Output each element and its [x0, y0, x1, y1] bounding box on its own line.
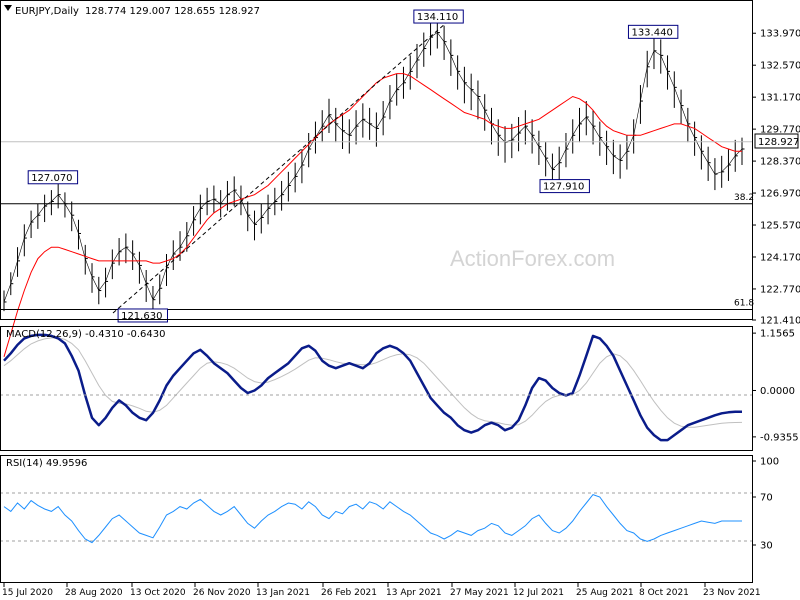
annotation-label: 127.070	[31, 173, 72, 184]
fib-level-label: 61.8	[734, 298, 754, 308]
price-axis: 133.970 132.570 131.170 129.770 128.370 126.9…	[752, 29, 800, 327]
x-tick-label: 28 Aug 2020	[65, 588, 123, 598]
annotation-box	[627, 24, 679, 39]
rsi-tick-label: 70	[760, 493, 773, 504]
macd-tick-label: -0.9355	[760, 432, 799, 443]
x-tick-label: 26 Feb 2021	[321, 588, 377, 598]
price-bars	[3, 16, 745, 316]
macd-line	[3, 333, 742, 442]
macd-tick-label: 0.0000	[760, 386, 795, 397]
current-price-label: 128.927	[758, 137, 799, 148]
x-tick-label: 23 Nov 2021	[703, 588, 761, 598]
annotation-label: 133.440	[631, 27, 672, 38]
rsi-tick-label: 100	[760, 457, 779, 468]
x-tick-label: 27 May 2021	[450, 588, 509, 598]
price-tick-label: 133.970	[760, 29, 800, 40]
ohlc-label: 128.774 129.007 128.655 128.927	[85, 6, 260, 17]
price-pane: 38.2 61.8 134.110 133.440 127.070 127.910 121…	[0, 5, 800, 357]
price-tick-label: 128.370	[760, 157, 800, 168]
macd-title: MACD(12,26,9) -0.4310 -0.6430	[6, 329, 166, 340]
price-tick-label: 132.570	[760, 61, 800, 72]
annotation-box	[413, 9, 464, 24]
annotation-box	[539, 179, 590, 194]
rsi-tick-label: 30	[760, 541, 773, 552]
trend-channel-line	[112, 22, 447, 314]
x-tick-label: 25 Aug 2021	[576, 588, 634, 598]
header-row: EURJPY,Daily 128.774 129.007 128.655 128…	[4, 5, 260, 17]
macd-pane: 1.1565 0.0000 -0.9355 MACD(12,26,9) -0.431…	[0, 329, 799, 443]
rsi-line	[3, 494, 742, 544]
x-tick-label: 8 Oct 2021	[639, 588, 689, 598]
price-tick-label: 129.770	[760, 125, 800, 136]
price-curve	[3, 32, 743, 303]
fib-level-label: 38.2	[734, 193, 754, 203]
x-tick-label: 15 Jul 2020	[2, 588, 53, 598]
symbol-label: EURJPY,Daily	[15, 6, 79, 17]
x-tick-label: 13 Apr 2021	[386, 588, 442, 598]
watermark: ActionForex.com	[450, 246, 615, 271]
pane-frames	[0, 0, 753, 583]
annotation-label: 127.910	[543, 182, 584, 193]
price-tick-label: 125.570	[760, 221, 800, 232]
annotation-label: 134.110	[417, 12, 458, 23]
price-tick-label: 124.170	[760, 252, 800, 263]
current-price-box	[754, 133, 799, 149]
macd-tick-label: 1.1565	[760, 329, 795, 340]
annotation-label: 121.630	[121, 311, 162, 322]
price-tick-label: 122.770	[760, 284, 800, 295]
x-tick-label: 26 Nov 2020	[193, 588, 251, 598]
x-tick-label: 13 Oct 2020	[130, 588, 186, 598]
rsi-title: RSI(14) 49.9596	[6, 458, 87, 469]
price-annotations: 134.110 133.440 127.070 127.910 121.630	[27, 9, 679, 323]
annotation-box	[117, 308, 168, 323]
annotation-box	[27, 170, 79, 185]
dropdown-arrow-icon[interactable]	[4, 5, 12, 11]
x-tick-label: 13 Jan 2021	[256, 588, 310, 598]
price-tick-label: 131.170	[760, 93, 800, 104]
x-tick-label: 12 Jul 2021	[513, 588, 564, 598]
price-tick-label: 121.410	[760, 316, 800, 327]
macd-signal-line	[3, 337, 743, 428]
price-tick-label: 126.970	[760, 189, 800, 200]
